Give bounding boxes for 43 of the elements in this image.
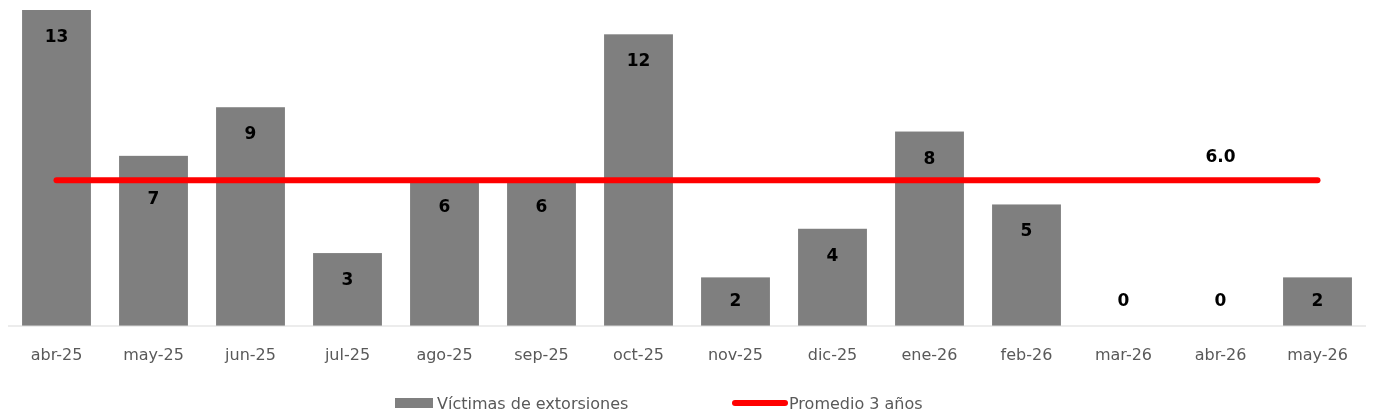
data-label: 2	[1311, 290, 1324, 310]
bar	[410, 180, 479, 326]
bar	[798, 228, 867, 326]
data-label: 0	[1117, 290, 1130, 310]
x-tick-label: abr-25	[30, 345, 83, 364]
bar	[895, 131, 964, 326]
x-tick-label: feb-26	[1000, 345, 1053, 364]
bar	[701, 277, 770, 326]
data-label: 7	[147, 188, 160, 209]
bar	[992, 204, 1061, 326]
bar	[119, 155, 188, 326]
data-label: 9	[244, 123, 257, 144]
bar	[604, 34, 673, 326]
data-label: 6.0	[1205, 146, 1236, 167]
x-tick-label: oct-25	[613, 345, 664, 364]
data-label: 6	[535, 196, 548, 217]
bar	[216, 107, 285, 326]
x-tick-label: dic-25	[807, 345, 858, 364]
bar	[1283, 277, 1352, 326]
data-label: 4	[826, 244, 839, 265]
data-label: 13	[44, 26, 69, 46]
x-tick-label: jun-25	[224, 345, 276, 364]
data-label: 2	[729, 290, 742, 310]
legend-label: Víctimas de extorsiones	[437, 394, 629, 413]
x-tick-label: jul-25	[323, 345, 371, 364]
x-tick-label: sep-25	[514, 345, 569, 364]
data-label: 5	[1020, 220, 1033, 241]
data-label: 0	[1214, 290, 1227, 310]
data-label: 12	[626, 50, 651, 71]
x-tick-label: mar-26	[1094, 345, 1153, 364]
bar	[22, 10, 91, 326]
x-tick-label: ago-25	[416, 345, 473, 364]
data-label: 3	[341, 269, 354, 290]
bar	[313, 253, 382, 326]
x-tick-label: ene-26	[901, 345, 958, 364]
bar	[507, 180, 576, 326]
data-label: 6	[438, 196, 451, 217]
legend-label: Promedio 3 años	[789, 394, 923, 413]
x-tick-label: may-26	[1287, 345, 1348, 364]
data-label: 8	[923, 147, 936, 168]
x-tick-label: nov-25	[707, 345, 764, 364]
x-tick-label: abr-26	[1194, 345, 1247, 364]
x-tick-label: may-25	[123, 345, 184, 364]
